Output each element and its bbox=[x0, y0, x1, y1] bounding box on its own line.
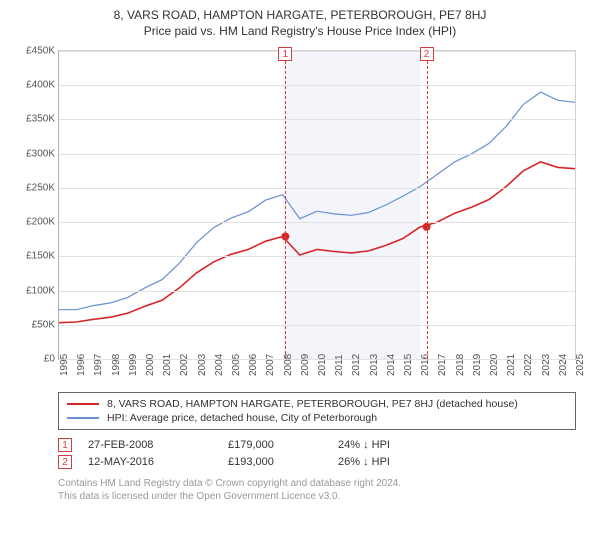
x-axis-label: 2022 bbox=[523, 354, 534, 376]
y-axis-label: £100K bbox=[15, 285, 55, 296]
sales-price: £179,000 bbox=[228, 439, 338, 451]
x-axis-label: 2025 bbox=[575, 354, 586, 376]
gridline-h bbox=[59, 256, 575, 257]
attribution: Contains HM Land Registry data © Crown c… bbox=[58, 477, 586, 503]
gridline-h bbox=[59, 188, 575, 189]
gridline-h bbox=[59, 119, 575, 120]
x-axis-label: 1997 bbox=[93, 354, 104, 376]
x-axis-label: 1995 bbox=[59, 354, 70, 376]
legend-swatch bbox=[67, 417, 99, 419]
x-axis-label: 2014 bbox=[386, 354, 397, 376]
legend-box: 8, VARS ROAD, HAMPTON HARGATE, PETERBORO… bbox=[58, 392, 576, 430]
x-axis-label: 2007 bbox=[265, 354, 276, 376]
attribution-line-2: This data is licensed under the Open Gov… bbox=[58, 490, 586, 503]
sales-diff: 24% ↓ HPI bbox=[338, 439, 458, 451]
main-title: 8, VARS ROAD, HAMPTON HARGATE, PETERBORO… bbox=[14, 8, 586, 22]
y-axis-label: £300K bbox=[15, 148, 55, 159]
legend-item: HPI: Average price, detached house, City… bbox=[67, 411, 567, 425]
gridline-h bbox=[59, 85, 575, 86]
marker-index-box: 1 bbox=[278, 47, 292, 61]
y-axis-label: £200K bbox=[15, 217, 55, 228]
chart-container: 8, VARS ROAD, HAMPTON HARGATE, PETERBORO… bbox=[0, 0, 600, 513]
x-axis-label: 2002 bbox=[179, 354, 190, 376]
sales-price: £193,000 bbox=[228, 456, 338, 468]
x-axis-label: 2000 bbox=[145, 354, 156, 376]
y-axis-label: £250K bbox=[15, 182, 55, 193]
chart-svg bbox=[59, 51, 575, 359]
x-axis-label: 1996 bbox=[76, 354, 87, 376]
plot-area: £0£50K£100K£150K£200K£250K£300K£350K£400… bbox=[58, 50, 576, 360]
x-axis-label: 1999 bbox=[128, 354, 139, 376]
legend-label: HPI: Average price, detached house, City… bbox=[107, 412, 377, 424]
legend-item: 8, VARS ROAD, HAMPTON HARGATE, PETERBORO… bbox=[67, 397, 567, 411]
y-axis-label: £150K bbox=[15, 251, 55, 262]
gridline-h bbox=[59, 51, 575, 52]
marker-line bbox=[285, 51, 286, 359]
gridline-h bbox=[59, 154, 575, 155]
sales-row: 2 12-MAY-2016£193,00026% ↓ HPI bbox=[58, 455, 586, 469]
series-line bbox=[59, 162, 575, 323]
x-axis-label: 2018 bbox=[455, 354, 466, 376]
y-axis-label: £450K bbox=[15, 46, 55, 57]
gridline-h bbox=[59, 291, 575, 292]
x-axis-label: 2020 bbox=[489, 354, 500, 376]
y-axis-label: £400K bbox=[15, 80, 55, 91]
x-axis-label: 2011 bbox=[334, 354, 345, 376]
x-axis-label: 2009 bbox=[300, 354, 311, 376]
gridline-h bbox=[59, 222, 575, 223]
marker-line bbox=[427, 51, 428, 359]
x-axis-label: 2023 bbox=[541, 354, 552, 376]
marker-index-box: 2 bbox=[420, 47, 434, 61]
x-axis-label: 2013 bbox=[369, 354, 380, 376]
x-axis-label: 2004 bbox=[214, 354, 225, 376]
gridline-h bbox=[59, 325, 575, 326]
sales-diff: 26% ↓ HPI bbox=[338, 456, 458, 468]
title-block: 8, VARS ROAD, HAMPTON HARGATE, PETERBORO… bbox=[14, 8, 586, 38]
legend-swatch bbox=[67, 403, 99, 405]
x-axis-label: 2024 bbox=[558, 354, 569, 376]
sales-index: 1 bbox=[58, 438, 72, 452]
y-axis-label: £50K bbox=[15, 319, 55, 330]
x-axis-label: 2005 bbox=[231, 354, 242, 376]
x-axis-label: 2015 bbox=[403, 354, 414, 376]
x-axis-label: 2006 bbox=[248, 354, 259, 376]
sales-table: 1 27-FEB-2008£179,00024% ↓ HPI 2 12-MAY-201… bbox=[58, 438, 586, 469]
legend-label: 8, VARS ROAD, HAMPTON HARGATE, PETERBORO… bbox=[107, 398, 518, 410]
x-axis-label: 2001 bbox=[162, 354, 173, 376]
y-axis-label: £0 bbox=[15, 354, 55, 365]
chart-zone: £0 £50K £100K £150K £200K £250K £300K £350K £400… bbox=[14, 40, 586, 390]
x-axis-label: 1998 bbox=[111, 354, 122, 376]
x-axis-label: 2019 bbox=[472, 354, 483, 376]
x-axis-label: 2003 bbox=[197, 354, 208, 376]
sales-date: 27-FEB-2008 bbox=[88, 439, 228, 451]
sales-row: 1 27-FEB-2008£179,00024% ↓ HPI bbox=[58, 438, 586, 452]
x-axis-label: 2021 bbox=[506, 354, 517, 376]
x-axis-label: 2010 bbox=[317, 354, 328, 376]
x-axis-label: 2008 bbox=[283, 354, 294, 376]
attribution-line-1: Contains HM Land Registry data © Crown c… bbox=[58, 477, 586, 490]
series-line bbox=[59, 92, 575, 310]
sales-index: 2 bbox=[58, 455, 72, 469]
sales-date: 12-MAY-2016 bbox=[88, 456, 228, 468]
x-axis-label: 2017 bbox=[437, 354, 448, 376]
x-axis-label: 2012 bbox=[351, 354, 362, 376]
y-axis-label: £350K bbox=[15, 114, 55, 125]
sub-title: Price paid vs. HM Land Registry's House … bbox=[14, 24, 586, 38]
